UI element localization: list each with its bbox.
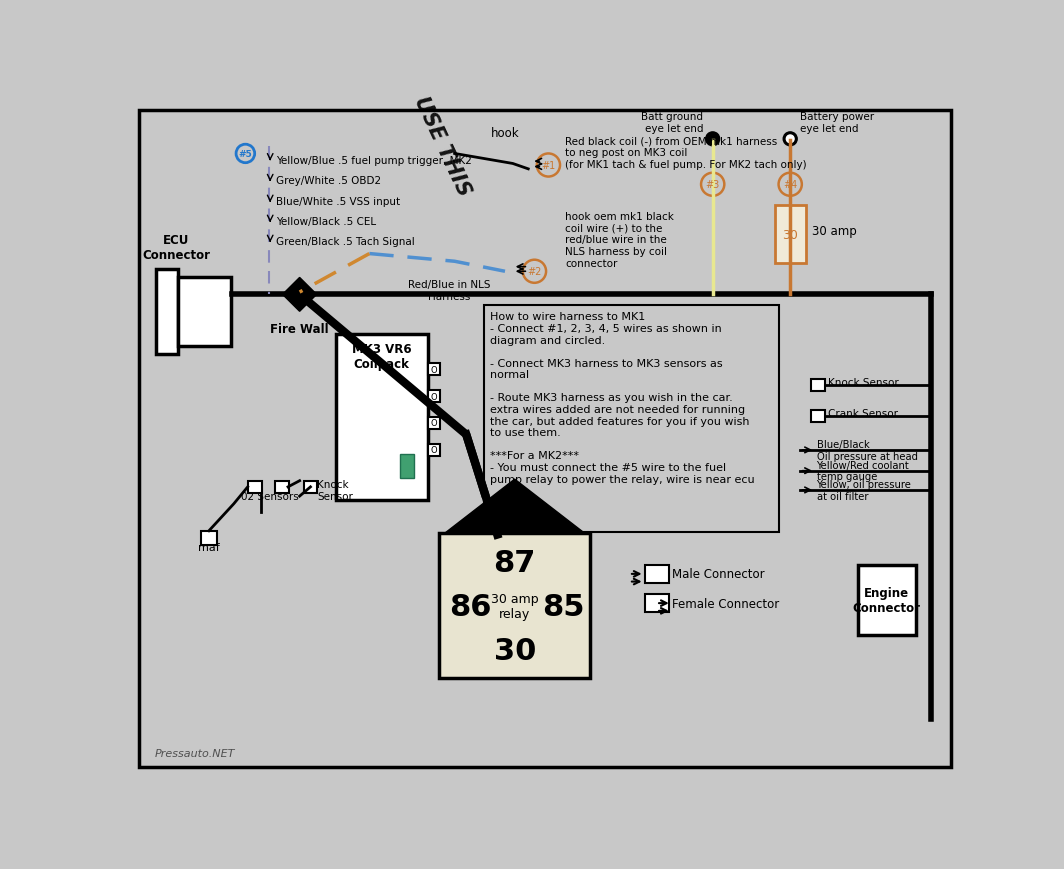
FancyBboxPatch shape — [275, 481, 288, 494]
Text: O: O — [430, 392, 437, 401]
Text: Female Connector: Female Connector — [672, 597, 780, 610]
Text: 87: 87 — [494, 548, 536, 577]
Text: Yellow/Blue .5 fuel pump trigger, MK2: Yellow/Blue .5 fuel pump trigger, MK2 — [277, 156, 472, 165]
Text: USE THIS: USE THIS — [411, 93, 475, 199]
Text: Crank Sensor: Crank Sensor — [828, 408, 898, 419]
Text: Battery power
eye let end: Battery power eye let end — [799, 112, 874, 134]
FancyBboxPatch shape — [439, 534, 591, 678]
Text: hook: hook — [491, 127, 519, 140]
FancyBboxPatch shape — [156, 269, 178, 355]
Text: ECU
Connector: ECU Connector — [143, 234, 211, 262]
Text: O: O — [430, 446, 437, 454]
Text: Batt ground
eye let end: Batt ground eye let end — [642, 112, 703, 134]
FancyBboxPatch shape — [303, 481, 317, 494]
Text: O: O — [430, 365, 437, 375]
Text: Pressauto.NET: Pressauto.NET — [154, 748, 235, 758]
Text: #2: #2 — [528, 267, 542, 277]
Text: Knock
Sensor: Knock Sensor — [317, 480, 353, 501]
Text: maf: maf — [198, 542, 220, 553]
FancyBboxPatch shape — [645, 565, 669, 583]
Text: 86: 86 — [449, 592, 492, 621]
Text: Knock Sensor: Knock Sensor — [828, 378, 899, 388]
Text: Yellow/Black .5 CEL: Yellow/Black .5 CEL — [277, 217, 377, 227]
Text: Red/Blue in NLS
Harness: Red/Blue in NLS Harness — [408, 280, 491, 302]
Text: O: O — [430, 419, 437, 428]
Text: 30 amp: 30 amp — [812, 225, 857, 238]
FancyBboxPatch shape — [428, 444, 439, 456]
FancyBboxPatch shape — [811, 380, 825, 392]
Text: hook oem mk1 black
coil wire (+) to the
red/blue wire in the
NLS harness by coil: hook oem mk1 black coil wire (+) to the … — [565, 212, 675, 269]
Circle shape — [786, 136, 794, 143]
Text: #5: #5 — [238, 149, 252, 159]
Text: Yellow, oil pressure
at oil filter: Yellow, oil pressure at oil filter — [816, 480, 912, 501]
FancyBboxPatch shape — [811, 410, 825, 422]
Text: Fire Wall: Fire Wall — [270, 322, 329, 335]
Polygon shape — [445, 480, 584, 534]
FancyBboxPatch shape — [858, 566, 916, 635]
FancyBboxPatch shape — [428, 363, 439, 375]
Circle shape — [783, 133, 797, 147]
FancyBboxPatch shape — [201, 531, 217, 545]
Text: 85: 85 — [542, 592, 584, 621]
FancyBboxPatch shape — [645, 594, 669, 613]
Text: #3: #3 — [705, 180, 720, 190]
Text: Engine
Connector: Engine Connector — [852, 587, 920, 614]
FancyBboxPatch shape — [400, 454, 414, 479]
Text: Red black coil (-) from OEM mk1 harness
to neg post on MK3 coil
(for MK1 tach & : Red black coil (-) from OEM mk1 harness … — [565, 136, 808, 169]
Text: 02 Sensors: 02 Sensors — [240, 492, 298, 501]
Text: Grey/White .5 OBD2: Grey/White .5 OBD2 — [277, 176, 382, 186]
Text: Yellow/Red coolant
temp gauge: Yellow/Red coolant temp gauge — [816, 461, 910, 482]
Text: Blue/White .5 VSS input: Blue/White .5 VSS input — [277, 197, 400, 207]
FancyBboxPatch shape — [178, 277, 231, 347]
Polygon shape — [283, 278, 317, 312]
FancyBboxPatch shape — [139, 110, 951, 767]
FancyBboxPatch shape — [336, 335, 428, 501]
Text: 30: 30 — [494, 636, 536, 665]
Text: #4: #4 — [783, 180, 797, 190]
Text: Male Connector: Male Connector — [672, 567, 765, 580]
Text: Blue/Black
Oil pressure at head: Blue/Black Oil pressure at head — [816, 440, 917, 461]
FancyBboxPatch shape — [248, 481, 262, 494]
Text: 30: 30 — [782, 229, 798, 242]
Text: MK3 VR6
Coilpack: MK3 VR6 Coilpack — [352, 342, 412, 371]
Text: #1: #1 — [542, 161, 555, 171]
Text: 30 amp
relay: 30 amp relay — [491, 593, 538, 620]
Text: Green/Black .5 Tach Signal: Green/Black .5 Tach Signal — [277, 237, 415, 247]
Circle shape — [705, 133, 719, 147]
FancyBboxPatch shape — [775, 206, 805, 263]
FancyBboxPatch shape — [428, 417, 439, 429]
FancyBboxPatch shape — [428, 390, 439, 402]
FancyBboxPatch shape — [484, 306, 779, 533]
Text: How to wire harness to MK1
- Connect #1, 2, 3, 4, 5 wires as shown in
diagram an: How to wire harness to MK1 - Connect #1,… — [491, 312, 754, 484]
